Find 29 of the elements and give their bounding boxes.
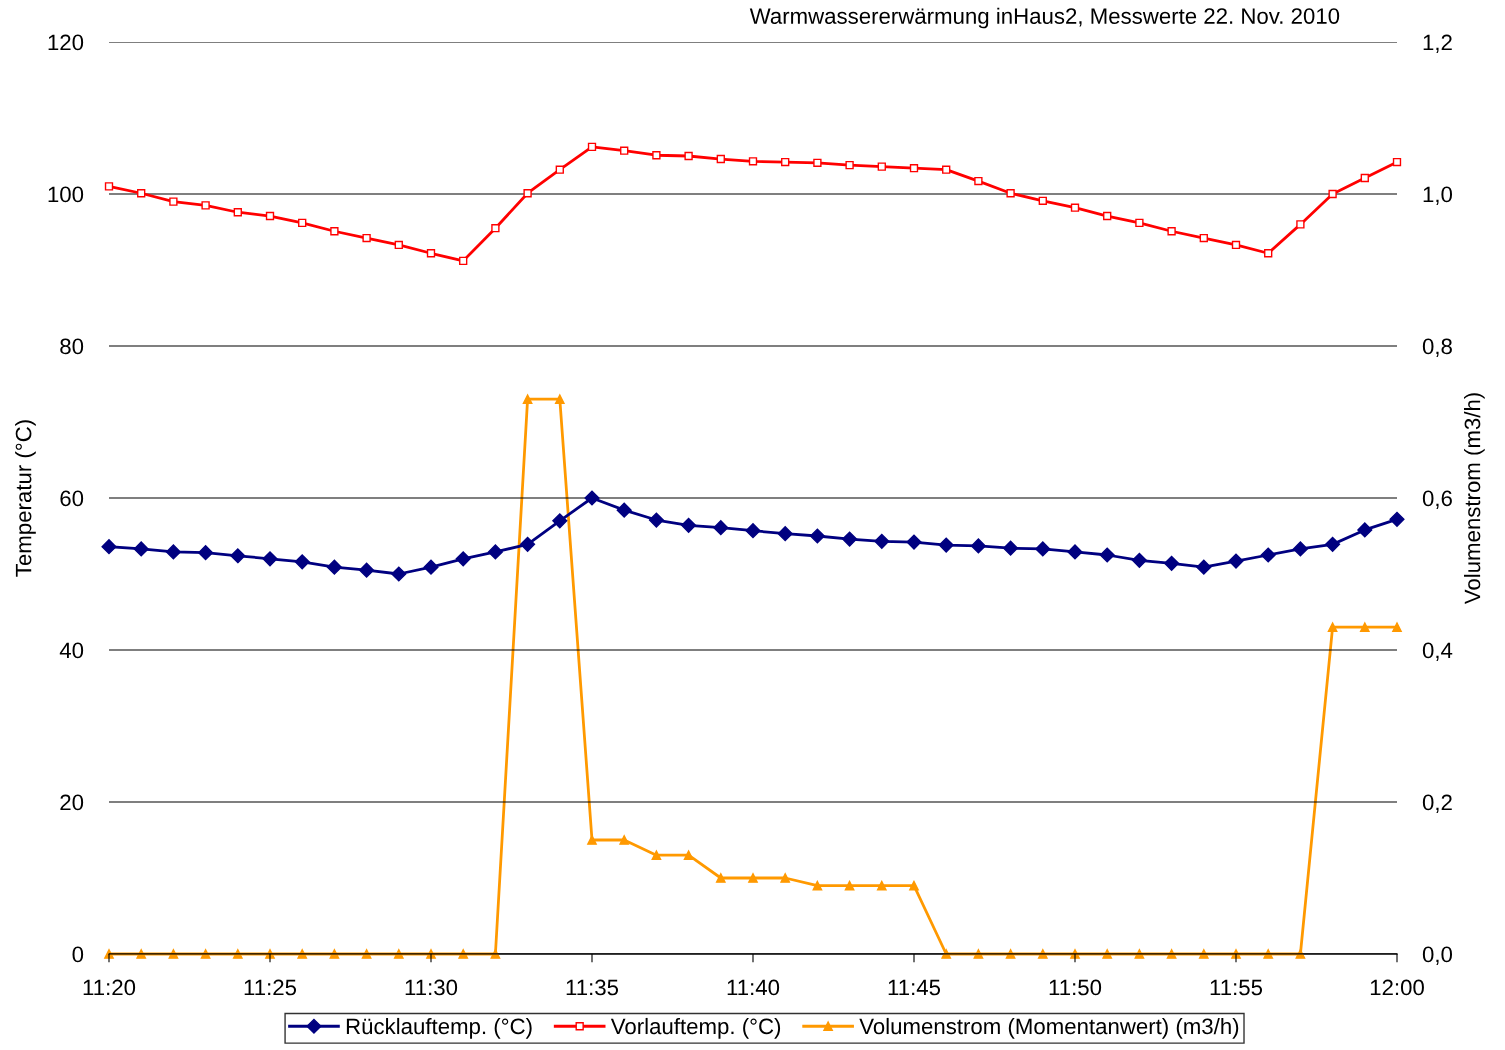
y2-tick-label: 1,2 <box>1423 34 1452 53</box>
x-tick-label: 11:35 <box>566 979 619 996</box>
y-tick-label: 60 <box>60 490 84 507</box>
y-tick-label: 40 <box>59 642 84 659</box>
y2-tick-label: 0,8 <box>1422 338 1452 357</box>
y2-axis-title: Volumenstrom (m3/h) <box>1464 393 1485 605</box>
legend-label: Vorlauftemp. (°C) <box>610 1017 781 1039</box>
x-tick-label: 12:00 <box>1370 979 1424 996</box>
x-tick-label: 11:25 <box>244 979 297 996</box>
x-tick-label: 11:40 <box>727 979 780 996</box>
y2-tick-label: 0,6 <box>1422 490 1452 509</box>
legend-label: Volumenstrom (Momentanwert) (m3/h) <box>859 1017 1239 1039</box>
y-axis-title: Temperatur (°C) <box>15 420 36 577</box>
y-tick-label: 80 <box>60 338 84 355</box>
x-tick-label: 11:50 <box>1049 979 1102 996</box>
y-tick-label: 0 <box>72 946 84 963</box>
legend-label: Rücklauftemp. (°C) <box>346 1017 532 1039</box>
x-tick-label: 11:55 <box>1210 979 1263 996</box>
x-tick-label: 11:30 <box>405 979 458 996</box>
y2-tick-label: 0,0 <box>1422 946 1453 965</box>
y2-tick-label: 1,0 <box>1423 186 1453 205</box>
y2-tick-label: 0,4 <box>1422 642 1453 661</box>
x-tick-label: 11:20 <box>83 979 136 996</box>
y-tick-label: 120 <box>48 34 84 51</box>
y2-tick-label: 0,2 <box>1422 794 1452 813</box>
y-tick-label: 20 <box>60 794 84 811</box>
y-tick-label: 100 <box>48 186 84 203</box>
x-tick-label: 11:45 <box>888 979 941 996</box>
chart-title: Warmwassererwärmung inHaus2, Messwerte 22. Nov. 2010 <box>749 7 1340 29</box>
